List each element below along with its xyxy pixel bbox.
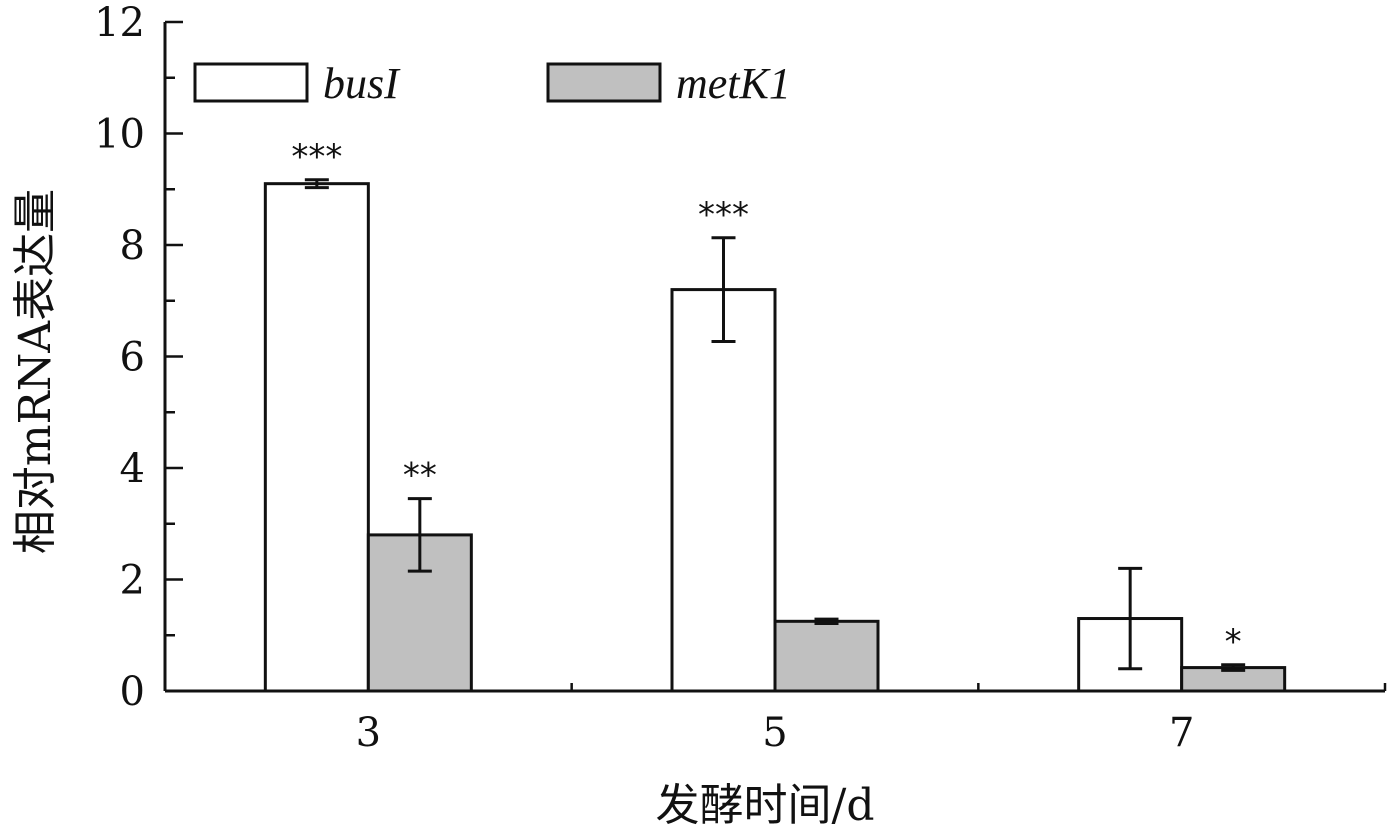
significance-label: *** bbox=[291, 137, 342, 177]
y-axis-title: 相对mRNA表达量 bbox=[10, 189, 61, 554]
y-tick-label: 2 bbox=[120, 558, 145, 604]
legend: busI metK1 bbox=[193, 59, 791, 108]
y-tick-label: 0 bbox=[120, 669, 145, 715]
bar-busI-5 bbox=[670, 288, 777, 693]
legend-swatch-busI bbox=[193, 62, 309, 103]
legend-label-busI: busI bbox=[323, 59, 401, 108]
x-axis-title: 发酵时间/d bbox=[656, 780, 875, 830]
significance-label: *** bbox=[698, 195, 749, 235]
bar-busI-3 bbox=[263, 182, 370, 693]
legend-label-metK1: metK1 bbox=[676, 59, 791, 108]
bars: ********* bbox=[263, 137, 1287, 693]
y-tick-label: 12 bbox=[94, 0, 145, 46]
legend-swatch-metK1 bbox=[546, 62, 662, 103]
y-tick-label: 8 bbox=[120, 223, 145, 269]
significance-label: * bbox=[1225, 622, 1242, 662]
significance-label: ** bbox=[403, 456, 437, 496]
x-tick-label: 5 bbox=[762, 710, 787, 756]
x-tick-label: 7 bbox=[1169, 710, 1194, 756]
bar-metK1-5 bbox=[773, 619, 880, 693]
y-tick-label: 6 bbox=[120, 335, 145, 381]
x-tick-label: 3 bbox=[356, 710, 381, 756]
y-tick-label: 10 bbox=[94, 112, 145, 158]
y-tick-label: 4 bbox=[120, 446, 145, 492]
